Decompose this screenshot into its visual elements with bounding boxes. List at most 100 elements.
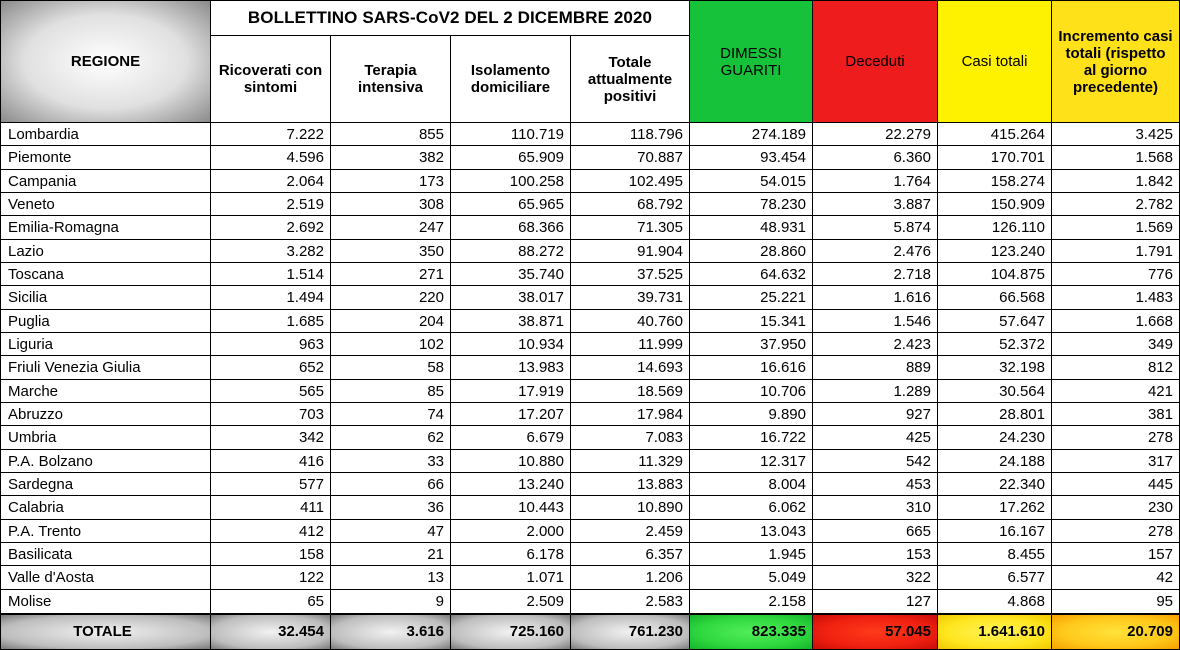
cell-positivi: 39.731	[637, 289, 683, 307]
cell-deceduti: 127	[905, 592, 931, 610]
cell-ricoverati: 1.514	[286, 265, 324, 283]
header-incremento-line2: totali (rispetto	[1065, 44, 1166, 62]
cell-isolamento: 88.272	[518, 242, 564, 260]
cell-ricoverati: 122	[298, 569, 324, 587]
cell-casi-totali: 57.647	[999, 312, 1045, 330]
cell-ricoverati: 416	[298, 452, 324, 470]
total-dimessi: 823.335	[690, 614, 812, 649]
cell-casi-totali: 158.274	[990, 172, 1045, 190]
cell-isolamento: 13.240	[518, 475, 564, 493]
header-isolamento-line1: Isolamento	[470, 62, 551, 79]
cell-ricoverati: 4.596	[286, 149, 324, 167]
grid-hline	[0, 192, 1180, 193]
cell-positivi: 6.357	[645, 545, 683, 563]
header-ricoverati-line1: Ricoverati con	[218, 62, 323, 79]
cell-positivi: 2.583	[645, 592, 683, 610]
cell-dimessi: 274.189	[751, 126, 806, 143]
grid-hline	[0, 519, 1180, 520]
cell-regione: Lombardia	[8, 126, 79, 143]
cell-isolamento: 68.366	[518, 219, 564, 237]
header-terapia: Terapia intensiva	[331, 36, 450, 122]
cell-casi-totali: 16.167	[999, 522, 1045, 540]
total-positivi: 761.230	[571, 614, 689, 649]
cell-ricoverati: 2.692	[286, 219, 324, 237]
cell-terapia: 21	[427, 545, 444, 563]
cell-incremento: 278	[1147, 522, 1173, 540]
grid-hline	[0, 355, 1180, 356]
cell-terapia: 220	[418, 289, 444, 307]
cell-ricoverati: 2.064	[286, 172, 324, 190]
cell-casi-totali: 22.340	[999, 475, 1045, 493]
cell-casi-totali: 104.875	[990, 265, 1045, 283]
cell-deceduti: 22.279	[885, 126, 931, 143]
cell-isolamento: 100.258	[509, 172, 564, 190]
cell-incremento: 812	[1147, 359, 1173, 377]
grid-vline	[1051, 0, 1052, 650]
cell-positivi: 11.329	[638, 452, 683, 470]
cell-casi-totali: 150.909	[990, 195, 1045, 213]
cell-dimessi: 25.221	[760, 289, 806, 307]
cell-incremento: 445	[1147, 475, 1173, 493]
cell-positivi: 71.305	[637, 219, 683, 237]
cell-deceduti: 3.887	[893, 195, 931, 213]
grid-hline	[0, 122, 1180, 123]
cell-regione: Campania	[8, 172, 77, 190]
cell-casi-totali: 66.568	[999, 289, 1045, 307]
cell-deceduti: 2.476	[893, 242, 931, 260]
cell-terapia: 102	[418, 335, 444, 353]
grid-hline	[0, 169, 1180, 170]
cell-positivi: 1.206	[645, 569, 683, 587]
cell-terapia: 855	[418, 126, 444, 143]
cell-regione: Abruzzo	[8, 405, 64, 423]
cell-ricoverati: 65	[307, 592, 324, 610]
grid-vline	[812, 0, 813, 650]
cell-deceduti: 889	[905, 359, 931, 377]
cell-positivi: 14.693	[637, 359, 683, 377]
total-deceduti: 57.045	[813, 614, 937, 649]
header-incremento-line4: precedente)	[1072, 78, 1159, 96]
cell-incremento: 1.791	[1135, 242, 1173, 260]
cell-incremento: 1.569	[1135, 219, 1173, 237]
cell-positivi: 7.083	[645, 429, 683, 447]
cell-deceduti: 322	[905, 569, 931, 587]
cell-dimessi: 6.062	[768, 499, 806, 517]
cell-regione: P.A. Bolzano	[8, 452, 93, 470]
cell-dimessi: 10.706	[760, 382, 806, 400]
grid-hline	[0, 239, 1180, 240]
cell-dimessi: 78.230	[760, 195, 806, 213]
cell-terapia: 9	[435, 592, 444, 610]
cell-regione: Umbria	[8, 429, 57, 447]
cell-terapia: 62	[427, 429, 444, 447]
cell-dimessi: 64.632	[760, 265, 806, 283]
header-positivi-line2: attualmente	[587, 70, 673, 88]
total-ricoverati: 32.454	[211, 614, 330, 649]
grid-vline	[330, 36, 331, 650]
cell-positivi: 37.525	[637, 265, 683, 283]
cell-incremento: 3.425	[1135, 126, 1173, 143]
cell-positivi: 102.495	[628, 172, 683, 190]
cell-incremento: 1.568	[1135, 149, 1173, 167]
cell-deceduti: 665	[905, 522, 931, 540]
cell-deceduti: 1.616	[893, 289, 931, 307]
title-underline	[210, 35, 690, 36]
cell-isolamento: 1.071	[526, 569, 564, 587]
bulletin-title-text: BOLLETTINO SARS-CoV2 DEL 2 DICEMBRE 2020	[247, 8, 653, 27]
cell-regione: Lazio	[8, 242, 44, 260]
cell-incremento: 95	[1156, 592, 1173, 610]
cell-positivi: 68.792	[637, 195, 683, 213]
cell-ricoverati: 1.685	[286, 312, 324, 330]
cell-ricoverati: 342	[298, 429, 324, 447]
grid-hline	[0, 589, 1180, 590]
cell-ricoverati: 411	[300, 499, 324, 517]
cell-isolamento: 17.207	[518, 405, 564, 423]
grid-hline	[0, 215, 1180, 216]
cell-ricoverati: 2.519	[286, 195, 324, 213]
grid-vline	[0, 0, 1, 650]
cell-dimessi: 93.454	[760, 149, 806, 167]
grid-vline	[450, 36, 451, 650]
cell-terapia: 173	[418, 172, 444, 190]
cell-isolamento: 2.000	[526, 522, 564, 540]
cell-dimessi: 2.158	[768, 592, 806, 610]
cell-deceduti: 453	[905, 475, 931, 493]
cell-deceduti: 153	[905, 545, 931, 563]
